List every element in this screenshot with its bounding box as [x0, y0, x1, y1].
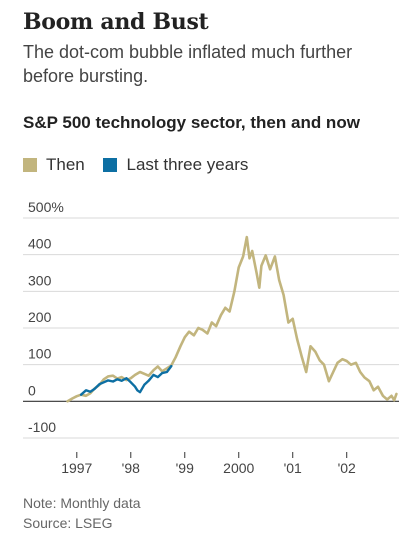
legend-swatch-last-three-years: [103, 158, 118, 172]
y-tick-label: 200: [28, 309, 52, 325]
x-tick-label: '98: [122, 460, 140, 476]
chart-title: S&P 500 technology sector, then and now: [23, 113, 360, 132]
y-tick-label: 500%: [28, 199, 64, 215]
x-tick-label: '99: [176, 460, 194, 476]
legend-swatch-then: [23, 158, 37, 172]
x-tick-label: '02: [338, 460, 356, 476]
footnote: Note: Monthly data Source: LSEG: [23, 493, 141, 533]
note-text: Note: Monthly data: [23, 495, 141, 511]
x-tick-label: 2000: [223, 460, 254, 476]
legend-label-then: Then: [46, 155, 85, 174]
subheadline: The dot-com bubble inflated much further…: [23, 42, 353, 86]
y-tick-label: 100: [28, 346, 52, 362]
headline: Boom and Bust: [23, 9, 209, 35]
legend-label-last-three-years: Last three years: [126, 155, 249, 174]
legend-item-then: Then: [23, 155, 85, 175]
y-tick-label: -100: [28, 419, 56, 435]
legend: Then Last three years: [23, 155, 262, 177]
x-tick-label: 1997: [61, 460, 92, 476]
y-tick-label: 0: [28, 382, 36, 398]
series-line-last-three-years: [79, 364, 173, 396]
x-tick-label: '01: [284, 460, 302, 476]
y-tick-label: 400: [28, 236, 52, 252]
legend-item-last-three-years: Last three years: [103, 155, 248, 175]
series-line-then: [66, 235, 398, 403]
y-tick-label: 300: [28, 272, 52, 288]
source-text: Source: LSEG: [23, 515, 113, 531]
